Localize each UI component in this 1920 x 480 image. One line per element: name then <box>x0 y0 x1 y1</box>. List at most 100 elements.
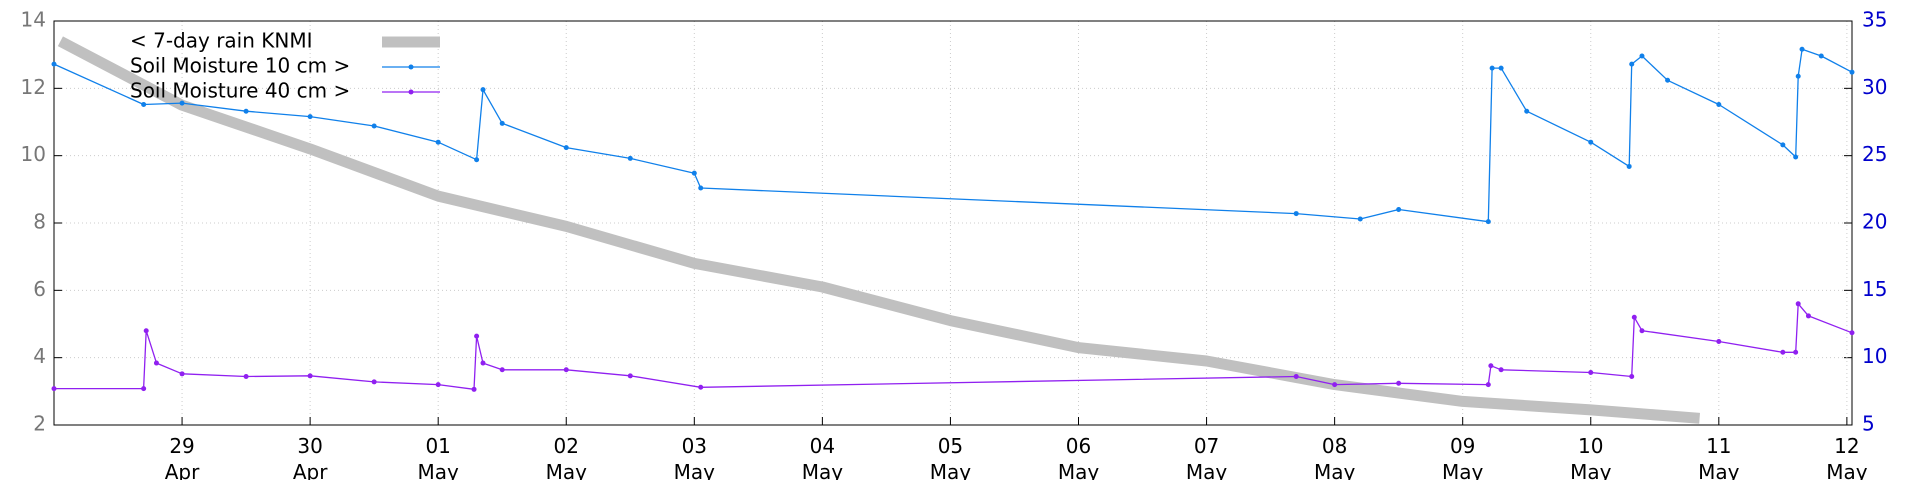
data-point <box>307 373 313 379</box>
x-tick-label-line: 30 <box>297 434 322 458</box>
x-tick-label-line: May <box>1442 460 1484 480</box>
data-point <box>480 87 486 93</box>
data-point <box>1631 314 1637 320</box>
x-tick-label-line: May <box>1314 460 1356 480</box>
x-tick-label: 10 May <box>1570 434 1612 480</box>
series-line <box>54 303 1853 390</box>
data-point <box>1793 154 1799 160</box>
data-point <box>1357 216 1363 222</box>
x-tick-label: 29 Apr <box>165 434 200 480</box>
y-tick-label: 8 <box>33 210 46 234</box>
x-tick-label-line: 06 <box>1066 434 1091 458</box>
data-point <box>474 157 480 163</box>
x-tick-label-line: Apr <box>293 460 328 480</box>
legend-marker <box>408 89 414 95</box>
x-tick-label-line: May <box>1186 460 1228 480</box>
data-point <box>499 367 505 373</box>
y-tick-label: 10 <box>21 142 46 166</box>
data-point <box>1639 328 1645 334</box>
data-point <box>435 139 441 145</box>
x-tick-label: 09 May <box>1442 434 1484 480</box>
y2-tick-label: 25 <box>1862 142 1887 166</box>
x-tick-label-line: May <box>1058 460 1100 480</box>
data-point <box>371 123 377 129</box>
y-tick-label: 14 <box>21 8 46 32</box>
legend-label: Soil Moisture 10 cm > <box>130 54 350 78</box>
data-point <box>1716 101 1722 107</box>
x-tick-label: 08 May <box>1314 434 1356 480</box>
x-tick-label-line: May <box>1570 460 1612 480</box>
data-point <box>1780 349 1786 355</box>
x-tick-label-line: May <box>1698 460 1740 480</box>
data-point <box>499 120 505 126</box>
x-tick-label-line: May <box>1826 460 1868 480</box>
data-point <box>1293 374 1299 380</box>
x-tick-label-line: 11 <box>1706 434 1731 458</box>
legend-label: < 7-day rain KNMI <box>130 29 313 53</box>
data-point <box>1396 380 1402 386</box>
data-point <box>1488 363 1494 369</box>
data-point <box>1639 53 1645 59</box>
data-point <box>1498 65 1504 71</box>
data-point <box>153 360 159 366</box>
data-point <box>51 61 57 67</box>
x-tick-label-line: May <box>674 460 716 480</box>
plot-frame <box>53 20 1853 426</box>
y2-tick-label: 15 <box>1862 277 1887 301</box>
data-point <box>1489 65 1495 71</box>
data-point <box>1799 46 1805 52</box>
x-tick-label-line: 07 <box>1194 434 1219 458</box>
data-point <box>691 170 697 176</box>
data-point <box>563 145 569 151</box>
data-point <box>1849 330 1855 336</box>
x-tick-label-line: 29 <box>169 434 194 458</box>
data-point <box>179 100 185 106</box>
x-tick-label: 01 May <box>418 434 460 480</box>
x-tick-label: 02 May <box>546 434 588 480</box>
x-tick-label: 07 May <box>1186 434 1228 480</box>
y2-tick-label: 30 <box>1862 75 1887 99</box>
data-point <box>1795 301 1801 307</box>
data-point <box>471 386 477 392</box>
data-point <box>627 373 633 379</box>
x-tick-label-line: 03 <box>682 434 707 458</box>
data-point <box>1849 69 1855 75</box>
y2-tick-label: 5 <box>1862 412 1875 436</box>
data-point <box>1524 108 1530 114</box>
data-point <box>1818 53 1824 59</box>
data-point <box>698 384 704 390</box>
data-point <box>1795 73 1801 79</box>
y-tick-label: 4 <box>33 344 46 368</box>
data-point <box>1793 349 1799 355</box>
data-point <box>1626 163 1632 169</box>
data-point <box>1588 139 1594 145</box>
x-tick-label-line: 12 <box>1834 434 1859 458</box>
x-tick-label-line: May <box>418 460 460 480</box>
x-tick-label: 06 May <box>1058 434 1100 480</box>
y2-tick-label: 35 <box>1862 8 1887 32</box>
data-point <box>243 374 249 380</box>
data-point <box>627 155 633 161</box>
data-point <box>1485 219 1491 225</box>
data-point <box>1665 77 1671 83</box>
x-tick-label-line: 04 <box>810 434 835 458</box>
y-tick-label: 2 <box>33 412 46 436</box>
data-point <box>1332 382 1338 388</box>
data-point <box>1498 367 1504 373</box>
x-tick-label: 04 May <box>802 434 844 480</box>
data-point <box>307 114 313 120</box>
legend-label: Soil Moisture 40 cm > <box>130 79 350 103</box>
data-point <box>435 382 441 388</box>
data-point <box>1629 61 1635 67</box>
x-tick-label-line: May <box>546 460 588 480</box>
data-point <box>141 101 147 107</box>
data-point <box>51 386 57 392</box>
y-tick-label: 6 <box>33 277 46 301</box>
data-point <box>1396 207 1402 213</box>
x-tick-label-line: Apr <box>165 460 200 480</box>
data-point <box>1716 339 1722 345</box>
x-tick-label: 30 Apr <box>293 434 328 480</box>
data-point <box>1485 382 1491 388</box>
data-point <box>179 371 185 377</box>
data-point <box>1293 211 1299 217</box>
